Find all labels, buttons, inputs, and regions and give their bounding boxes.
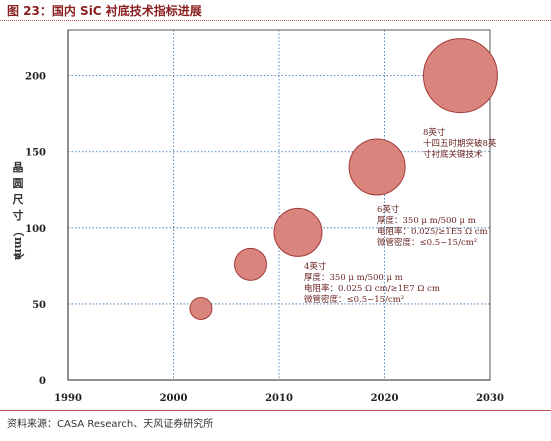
annotation-line: 电阻率：0.025 Ω cm/≥1E7 Ω cm bbox=[304, 284, 440, 294]
annotation-line: 微管密度：≤0.5~15/cm² bbox=[304, 295, 405, 305]
y-axis-label: 晶 圆 尺 寸 （ mm ） bbox=[10, 160, 26, 266]
y-axis-label-char: 尺 bbox=[12, 193, 24, 206]
y-tick-label: 150 bbox=[25, 148, 46, 159]
annotation-8inch: 8英寸 十四五时期突破8英 寸衬底关键技术 bbox=[423, 128, 496, 161]
annotation-line: 4英寸 bbox=[304, 262, 327, 272]
footer-divider bbox=[0, 410, 551, 411]
annotation-line: 十四五时期突破8英 bbox=[423, 139, 497, 149]
data-bubble bbox=[348, 138, 406, 196]
annotation-line: 8英寸 bbox=[423, 128, 446, 138]
annotation-line: 电阻率：0.025/≥1E5 Ω cm bbox=[377, 227, 488, 237]
y-axis-label-char: 圆 bbox=[12, 177, 24, 190]
y-axis-label-char: 晶 bbox=[12, 161, 24, 174]
figure-source: 资料来源：CASA Research、天风证券研究所 bbox=[7, 419, 214, 430]
header-divider bbox=[0, 20, 551, 21]
x-tick-label: 1990 bbox=[54, 393, 82, 404]
data-bubble bbox=[422, 38, 498, 114]
data-bubble bbox=[273, 207, 323, 257]
figure-title: 图 23：国内 SiC 衬底技术指标进展 bbox=[7, 4, 202, 18]
y-tick-label: 200 bbox=[25, 72, 46, 83]
annotation-6inch: 6英寸 厚度：350 μ m/500 μ m 电阻率：0.025/≥1E5 Ω … bbox=[377, 205, 488, 249]
x-tick-label: 2000 bbox=[160, 393, 188, 404]
annotation-line: 厚度：350 μ m/500 μ m bbox=[304, 273, 403, 283]
y-axis-label-char: 寸 bbox=[12, 209, 24, 222]
x-tick-label: 2010 bbox=[265, 393, 293, 404]
x-tick-label: 2030 bbox=[476, 393, 504, 404]
figure-header: 图 23：国内 SiC 衬底技术指标进展 bbox=[0, 0, 551, 20]
x-tick-label: 2020 bbox=[371, 393, 399, 404]
annotation-line: 6英寸 bbox=[377, 205, 400, 215]
y-tick-label: 0 bbox=[39, 376, 46, 387]
y-axis-label-paren-close: ） bbox=[12, 253, 25, 265]
data-bubble bbox=[234, 247, 268, 281]
data-bubble bbox=[189, 296, 213, 320]
annotation-line: 微管密度：≤0.5~15/cm² bbox=[377, 238, 478, 248]
annotation-4inch: 4英寸 厚度：350 μ m/500 μ m 电阻率：0.025 Ω cm/≥1… bbox=[304, 262, 440, 306]
annotation-line: 厚度：350 μ m/500 μ m bbox=[377, 216, 476, 226]
y-tick-label: 50 bbox=[32, 300, 46, 311]
y-tick-label: 100 bbox=[25, 224, 46, 235]
annotation-line: 寸衬底关键技术 bbox=[423, 150, 483, 160]
